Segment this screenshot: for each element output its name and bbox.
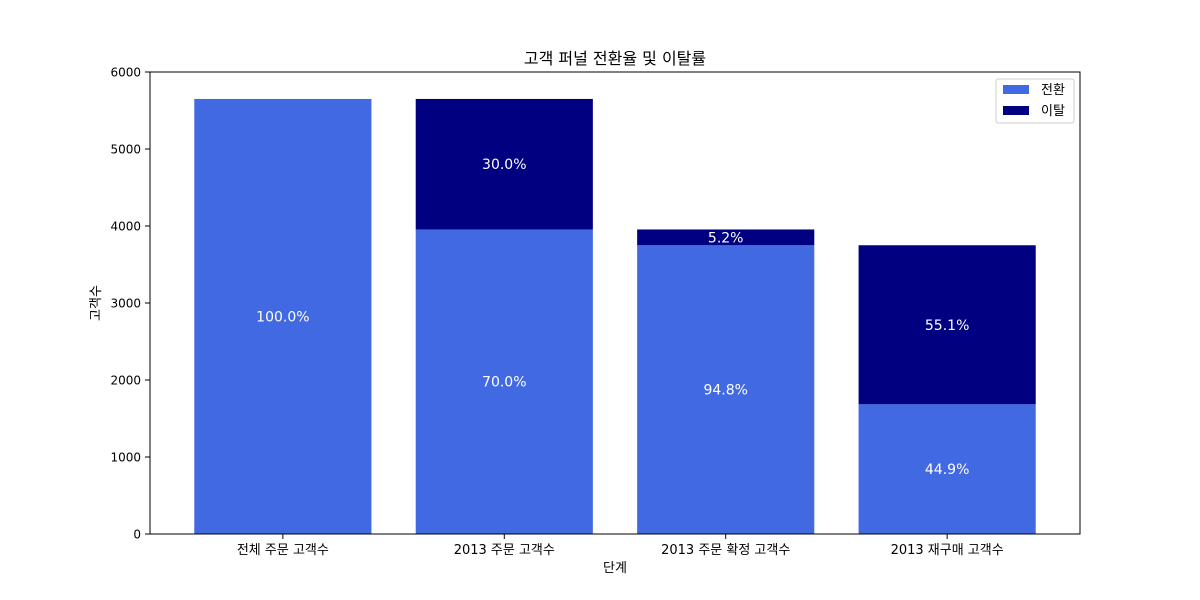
y-tick-label-3: 3000 [110, 297, 141, 311]
y-tick-label-1: 1000 [110, 451, 141, 465]
bar-labels-layer: 100.0% 70.0% 94.8% 44.9% 30.0% 5.2% 55.1% [256, 157, 969, 478]
legend: 전환 이탈 [995, 78, 1075, 124]
y-tick-label-5: 5000 [110, 143, 141, 157]
bar-conversion-2 [637, 245, 815, 534]
data-label-conversion-1: 70.0% [482, 375, 526, 391]
x-axis-label: 단계 [603, 561, 627, 576]
bar-conversion-1 [415, 229, 593, 534]
bar-conversion-0 [194, 98, 372, 534]
y-tick-label-0: 0 [133, 528, 141, 542]
data-label-conversion-3: 44.9% [925, 462, 969, 478]
y-axis: 0 1000 2000 3000 4000 5000 6000 [110, 66, 150, 542]
x-tick-label-3: 2013 재구매 고객수 [891, 543, 1004, 558]
x-axis: 전체 주문 고객수 2013 주문 고객수 2013 주문 확정 고객수 2013 재… [237, 534, 1004, 558]
x-tick-label-0: 전체 주문 고객수 [237, 543, 329, 558]
x-tick-label-2: 2013 주문 확정 고객수 [661, 543, 790, 558]
plot-frame [149, 71, 1081, 535]
bar-churn-1 [415, 98, 593, 230]
legend-label-churn: 이탈 [1041, 104, 1065, 119]
bar-conversion-3 [858, 404, 1036, 534]
y-tick-label-2: 2000 [110, 374, 141, 388]
bars-layer [194, 98, 1036, 534]
x-tick-label-1: 2013 주문 고객수 [454, 543, 555, 558]
data-label-conversion-2: 94.8% [703, 383, 747, 399]
chart-title: 고객 퍼널 전환율 및 이탈률 [524, 49, 706, 68]
legend-swatch-churn [1003, 106, 1029, 115]
data-label-conversion-0: 100.0% [256, 309, 309, 325]
y-tick-label-6: 6000 [110, 66, 141, 80]
data-label-churn-1: 30.0% [482, 157, 526, 173]
legend-swatch-conversion [1003, 85, 1029, 94]
bar-churn-3 [858, 245, 1036, 405]
y-axis-label: 고객수 [89, 285, 104, 321]
data-label-churn-2: 5.2% [708, 230, 744, 246]
legend-label-conversion: 전환 [1041, 83, 1065, 98]
bar-churn-2 [637, 229, 815, 246]
y-tick-label-4: 4000 [110, 220, 141, 234]
data-label-churn-3: 55.1% [925, 318, 969, 334]
